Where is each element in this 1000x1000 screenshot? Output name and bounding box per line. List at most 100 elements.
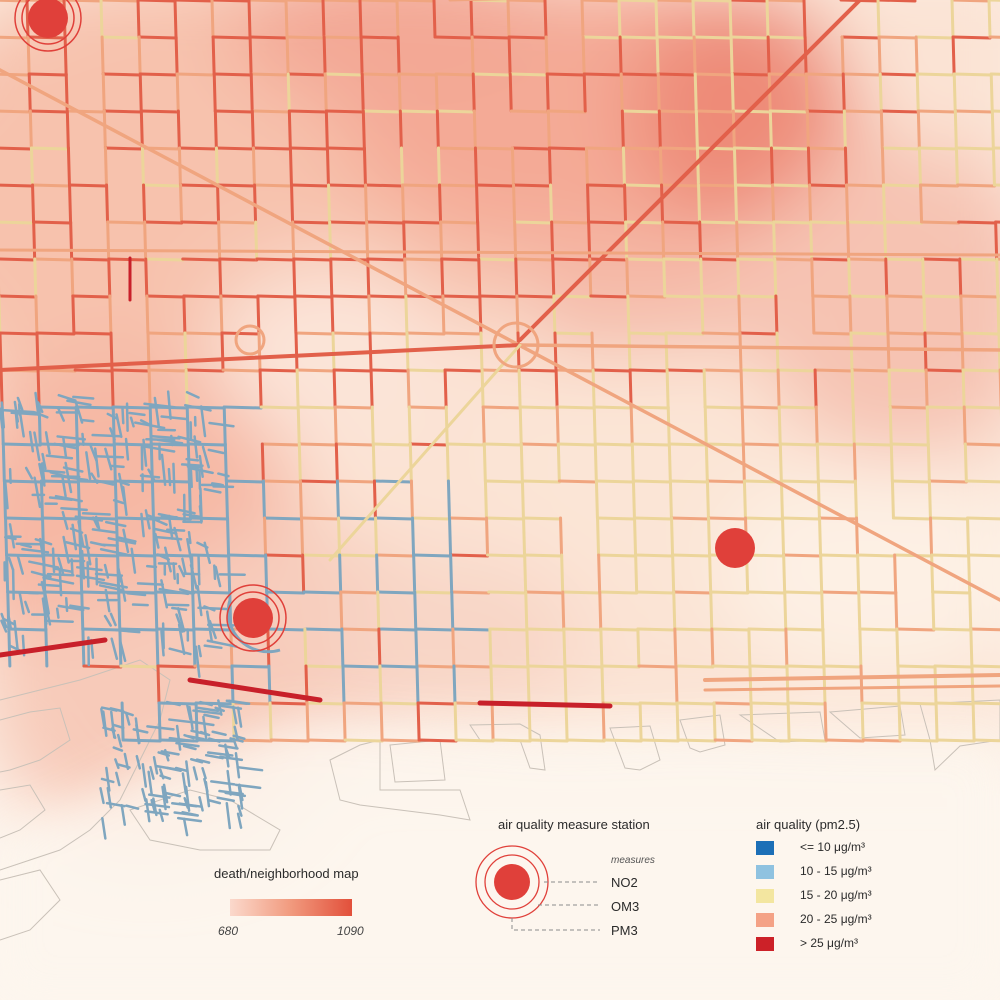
street-segment: [654, 0, 695, 3]
street-segment: [119, 640, 127, 663]
street-segment: [878, 72, 883, 113]
street-segment: [81, 512, 111, 516]
street-segment: [214, 565, 222, 588]
street-segment: [596, 516, 601, 557]
street-segment: [80, 590, 121, 595]
street-segment: [64, 597, 69, 613]
street-segment: [519, 442, 560, 447]
street-segment: [0, 368, 4, 409]
street-segment: [702, 368, 707, 409]
street-segment: [543, 0, 548, 39]
street-segment: [804, 72, 845, 77]
street-segment: [149, 765, 155, 780]
street-segment: [951, 35, 956, 76]
street-segment: [664, 331, 705, 336]
street-segment: [405, 331, 446, 336]
street-segment: [65, 109, 106, 114]
street-segment: [5, 553, 10, 594]
street-segment: [802, 0, 807, 39]
street-segment: [915, 72, 956, 77]
street-segment: [515, 294, 556, 299]
street-segment: [441, 294, 446, 335]
street-segment: [768, 109, 809, 114]
street-segment: [841, 72, 846, 113]
street-segment: [267, 664, 272, 705]
street-segment: [672, 590, 677, 631]
street-segment: [777, 405, 782, 446]
street-segment: [60, 507, 88, 512]
street-segment: [288, 146, 293, 187]
street-segment: [203, 713, 220, 720]
street-segment: [623, 183, 628, 224]
street-segment: [920, 220, 961, 225]
street-segment: [627, 331, 668, 336]
street-segment: [563, 664, 604, 669]
station-marker-east[interactable]: [715, 528, 755, 568]
street-segment: [857, 590, 862, 631]
street-segment: [668, 479, 709, 484]
street-segment: [230, 664, 271, 669]
street-segment: [811, 294, 852, 299]
street-segment: [924, 368, 965, 373]
street-segment: [847, 257, 888, 262]
street-segment: [483, 479, 524, 484]
street-segment: [769, 146, 774, 187]
street-segment: [142, 183, 183, 188]
street-segment: [672, 590, 713, 595]
street-segment: [306, 738, 347, 743]
street-segment: [950, 0, 991, 3]
street-segment: [112, 498, 125, 505]
street-segment: [845, 183, 886, 188]
street-segment: [236, 706, 243, 728]
street-segment: [193, 664, 234, 669]
street-segment: [633, 516, 674, 521]
street-segment: [475, 183, 516, 188]
street-segment: [732, 146, 773, 151]
aq-swatch-3: [756, 913, 774, 927]
street-segment: [260, 442, 265, 483]
street-segment: [0, 637, 108, 658]
street-segment: [935, 738, 976, 743]
street-segment: [746, 590, 787, 595]
death-gradient-bar: [230, 899, 352, 916]
street-segment: [154, 527, 178, 535]
street-segment: [556, 442, 561, 483]
street-segment: [448, 516, 453, 557]
street-segment: [415, 664, 420, 705]
street-segment: [291, 220, 296, 261]
street-segment: [439, 220, 480, 225]
street-segment: [196, 706, 220, 713]
street-segment: [100, 35, 141, 40]
street-segment: [192, 627, 197, 668]
street-segment: [0, 146, 33, 151]
street-segment: [916, 109, 921, 150]
street-segment: [842, 109, 883, 114]
street-segment: [884, 257, 889, 298]
street-segment: [364, 183, 405, 188]
street-segment: [961, 368, 1000, 373]
street-segment: [1, 442, 6, 483]
street-segment: [85, 451, 92, 481]
street-segment: [197, 554, 201, 586]
street-segment: [327, 183, 332, 224]
street-segment: [199, 700, 213, 707]
street-segment: [185, 457, 200, 462]
street-segment: [3, 409, 36, 414]
street-segment: [487, 590, 528, 595]
station-marker-center[interactable]: [219, 584, 287, 652]
street-segment: [967, 553, 972, 594]
street-segment: [636, 627, 677, 632]
street-segment: [193, 435, 199, 459]
street-segment: [31, 183, 36, 224]
street-segment: [112, 442, 117, 483]
station-marker-north[interactable]: [14, 0, 82, 52]
street-segment: [782, 553, 823, 558]
street-segment: [702, 368, 743, 373]
street-segment: [328, 343, 522, 562]
street-segment: [201, 766, 207, 780]
street-segment: [116, 733, 123, 748]
street-segment: [208, 421, 235, 428]
street-segment: [469, 0, 474, 39]
